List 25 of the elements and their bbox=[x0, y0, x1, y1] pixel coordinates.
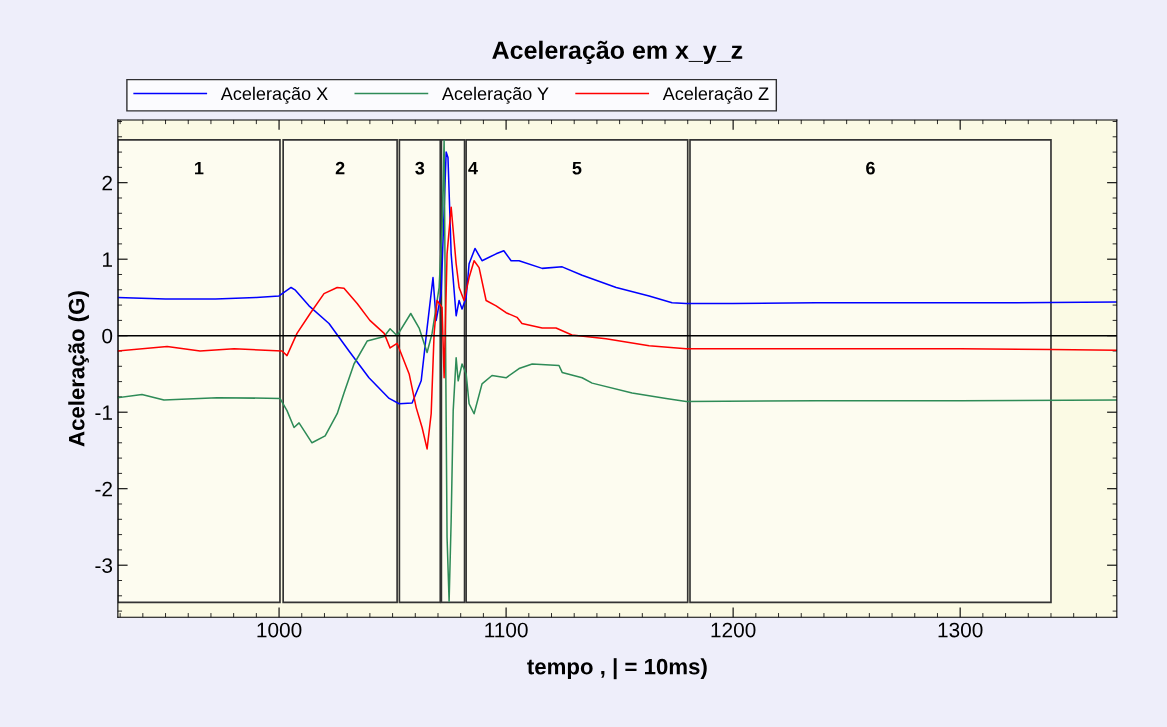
band-label: 5 bbox=[572, 161, 582, 175]
x-tick-label: 1300 bbox=[938, 622, 983, 638]
line-series bbox=[117, 151, 1117, 405]
band-label: 3 bbox=[415, 161, 425, 175]
x-tick-label: 1100 bbox=[485, 622, 528, 638]
line-series bbox=[117, 206, 1117, 450]
y-tick-label: -1 bbox=[95, 405, 112, 420]
y-tick-label: 0 bbox=[102, 328, 113, 344]
x-tick-label: 1000 bbox=[257, 622, 302, 638]
y-tick-label: 2 bbox=[102, 175, 112, 191]
band-label: 1 bbox=[195, 161, 204, 175]
chart-title: Aceleração em x_y_z bbox=[492, 40, 743, 65]
y-tick-label: 1 bbox=[103, 252, 112, 267]
legend-label: Aceleração Y bbox=[441, 86, 549, 104]
legend-label: Aceleração Z bbox=[662, 86, 769, 104]
x-axis-title: tempo , | = 10ms) bbox=[527, 658, 707, 680]
y-tick-label: -3 bbox=[95, 558, 113, 573]
legend-label: Aceleração X bbox=[220, 86, 328, 104]
line-series bbox=[117, 139, 1117, 602]
x-tick-label: 1200 bbox=[711, 622, 756, 638]
y-tick-label: -2 bbox=[95, 481, 112, 497]
band-label: 6 bbox=[866, 161, 875, 175]
band-label: 2 bbox=[335, 161, 345, 175]
band-label: 4 bbox=[468, 161, 478, 175]
y-axis-title: Aceleração (G) bbox=[68, 291, 89, 447]
